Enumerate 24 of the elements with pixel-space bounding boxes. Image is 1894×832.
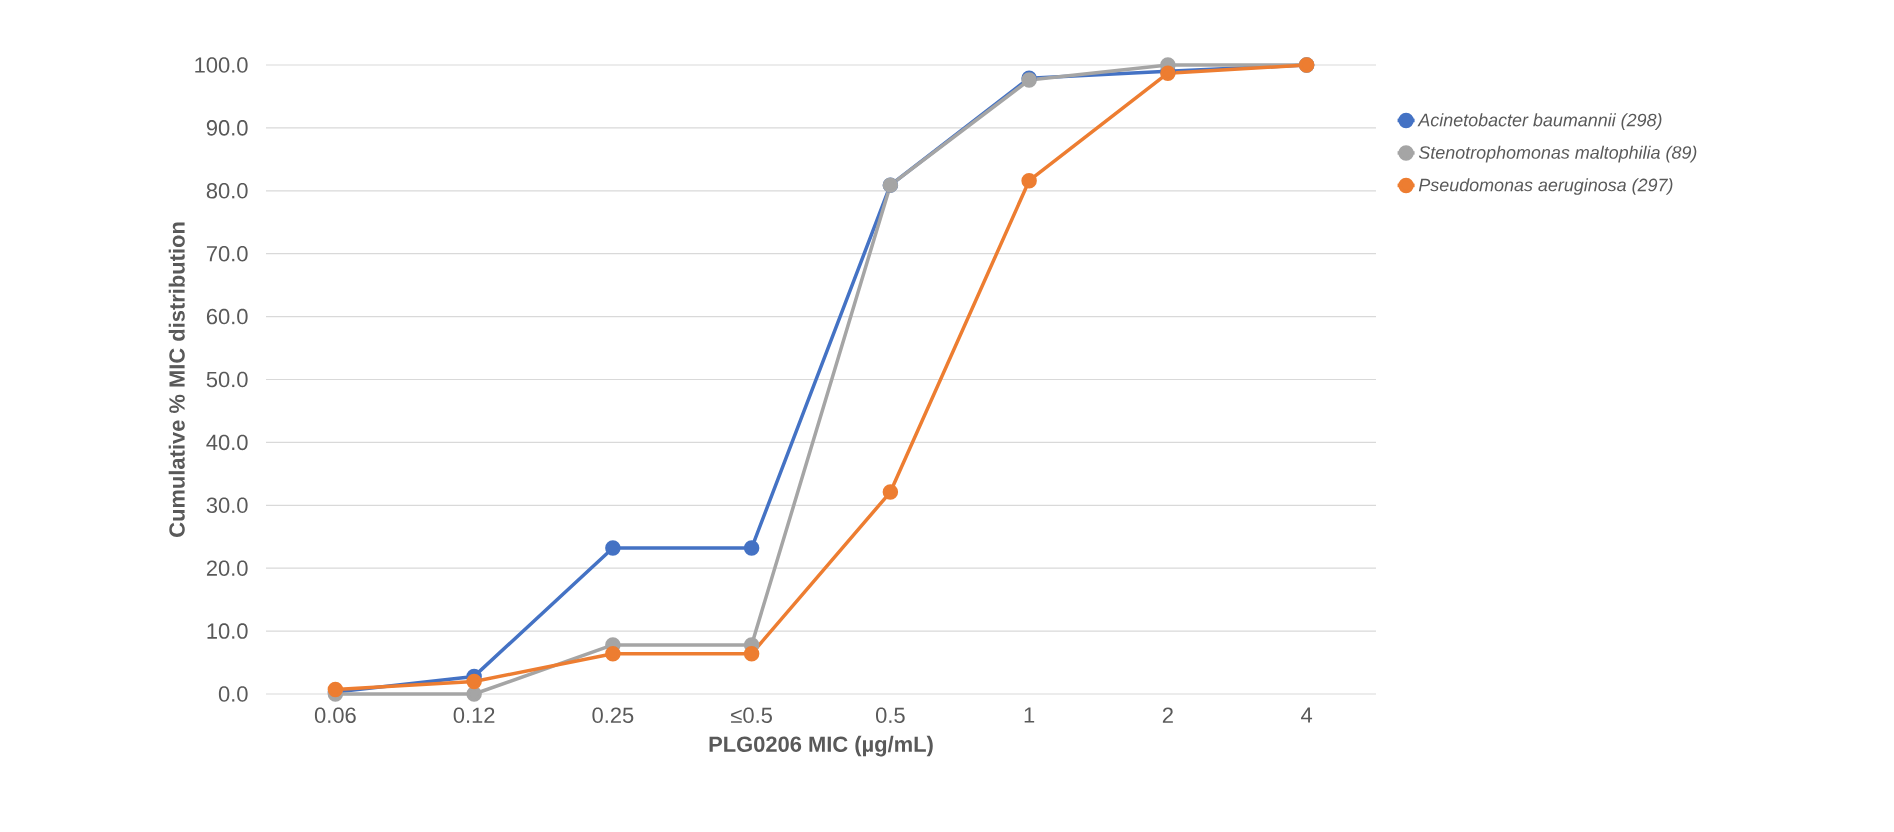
y-tick-label: 20.0 [206,560,248,576]
x-axis-title: PLG0206 MIC (µg/mL) [709,735,933,757]
legend-label: Acinetobacter baumannii (298) [1417,113,1662,130]
x-tick-label: 0.06 [314,707,356,724]
y-tick-label: 40.0 [206,434,248,451]
y-tick-label: 50.0 [206,371,248,388]
y-tick-label: 60.0 [206,308,248,325]
x-tick-label: 4 [1301,707,1313,723]
y-tick-label: 100.0 [195,57,248,73]
y-axis-title: Cumulative % MIC distribution [168,222,185,537]
y-tick-label: 90.0 [206,120,248,136]
legend-label: Pseudomonas aeruginosa (297) [1418,178,1673,195]
x-tick-label: 1 [1024,707,1035,723]
y-tick-label: 80.0 [206,183,248,199]
legend-label: Stenotrophomonas maltophilia (89) [1418,145,1697,163]
x-tick-label: 2 [1162,707,1173,723]
y-tick-label: 10.0 [207,623,248,639]
x-tick-label: ≤0.5 [731,707,772,724]
y-tick-label: 30.0 [206,497,248,514]
y-tick-label: 0.0 [218,686,248,702]
x-tick-label: 0.12 [453,707,495,724]
x-tick-label: 0.25 [592,707,634,724]
x-tick-label: 0.5 [875,707,905,724]
y-tick-label: 70.0 [206,245,248,262]
